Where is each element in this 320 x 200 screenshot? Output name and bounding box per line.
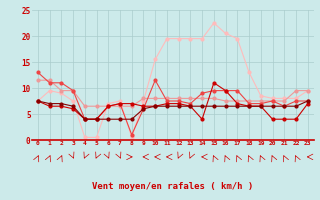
- Text: Vent moyen/en rafales ( km/h ): Vent moyen/en rafales ( km/h ): [92, 182, 253, 191]
